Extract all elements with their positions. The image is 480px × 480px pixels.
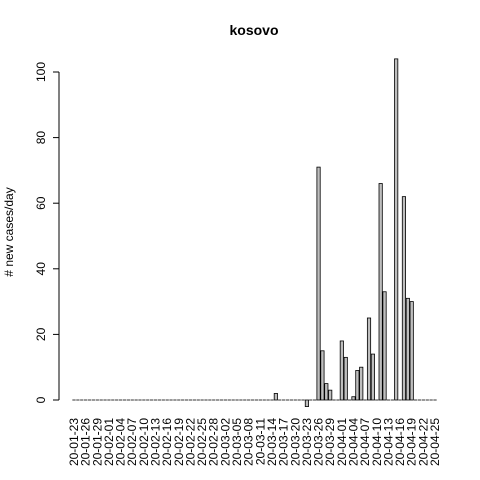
- x-tick-label: 20-02-28: [207, 418, 221, 466]
- chart-title: kosovo: [229, 22, 278, 38]
- x-tick-label: 20-03-29: [323, 418, 337, 466]
- x-tick-label: 20-04-10: [370, 418, 384, 466]
- bar: [378, 183, 383, 401]
- y-tick-label: 20: [34, 327, 48, 341]
- y-tick-label: 60: [34, 196, 48, 210]
- x-tick-label: 20-01-26: [79, 418, 93, 466]
- bar: [343, 356, 348, 401]
- x-tick-label: 20-02-01: [102, 418, 116, 466]
- x-tick-label: 20-04-04: [346, 418, 360, 466]
- x-tick-label: 20-02-13: [149, 418, 163, 466]
- bar: [320, 350, 325, 401]
- x-tick-label: 20-03-26: [312, 418, 326, 466]
- bar: [409, 301, 414, 401]
- y-tick-label: 40: [34, 262, 48, 276]
- x-tick-label: 20-04-22: [416, 418, 430, 466]
- x-tick-label: 20-02-19: [172, 418, 186, 466]
- y-axis-label: # new cases/day: [2, 187, 16, 276]
- x-tick-label: 20-04-19: [405, 418, 419, 466]
- x-tick-label: 20-04-25: [428, 418, 442, 466]
- x-tick-label: 20-03-02: [218, 418, 232, 466]
- x-tick-label: 20-03-05: [230, 418, 244, 466]
- bar: [366, 317, 372, 401]
- x-tick-label: 20-03-17: [277, 418, 291, 466]
- bar: [304, 399, 309, 407]
- bar: [382, 291, 387, 401]
- y-tick-label: 0: [34, 396, 48, 403]
- x-tick-label: 20-03-14: [265, 418, 279, 466]
- bars: [72, 58, 437, 407]
- bar: [328, 389, 333, 401]
- x-tick-label: 20-03-11: [253, 418, 267, 465]
- bar: [351, 396, 356, 401]
- bar: [339, 340, 344, 401]
- x-tick-label: 20-03-20: [288, 418, 302, 466]
- y-tick-label: 100: [34, 62, 48, 82]
- bar: [324, 383, 329, 401]
- bar: [355, 370, 360, 401]
- y-tick-label: 80: [34, 131, 48, 145]
- x-tick-label: 20-02-04: [114, 418, 128, 466]
- x-tick-label: 20-04-01: [335, 418, 349, 466]
- bar: [370, 353, 375, 401]
- x-tick-label: 20-02-22: [183, 418, 197, 466]
- x-tick-label: 20-04-07: [358, 418, 372, 466]
- x-tick-label: 20-02-07: [125, 418, 139, 466]
- bar: [401, 196, 406, 401]
- x-tick-label: 20-02-10: [137, 418, 151, 466]
- bar: [405, 297, 410, 401]
- x-tick-label: 20-02-16: [160, 418, 174, 466]
- x-axis-labels: 20-01-2320-01-2620-01-2920-02-0120-02-04…: [67, 418, 442, 466]
- x-tick-label: 20-03-08: [242, 418, 256, 466]
- x-tick-label: 20-02-25: [195, 418, 209, 466]
- x-tick-label: 20-01-23: [67, 418, 81, 466]
- x-tick-label: 20-04-16: [393, 418, 407, 466]
- x-tick-label: 20-01-29: [90, 418, 104, 466]
- x-tick-label: 20-03-23: [300, 418, 314, 466]
- y-axis: 0 20 40 60 80 100: [34, 62, 60, 403]
- x-tick-label: 20-04-13: [381, 418, 395, 466]
- bar: [359, 366, 364, 401]
- bar: [394, 58, 399, 401]
- bar: [316, 166, 321, 401]
- bar: [273, 393, 278, 401]
